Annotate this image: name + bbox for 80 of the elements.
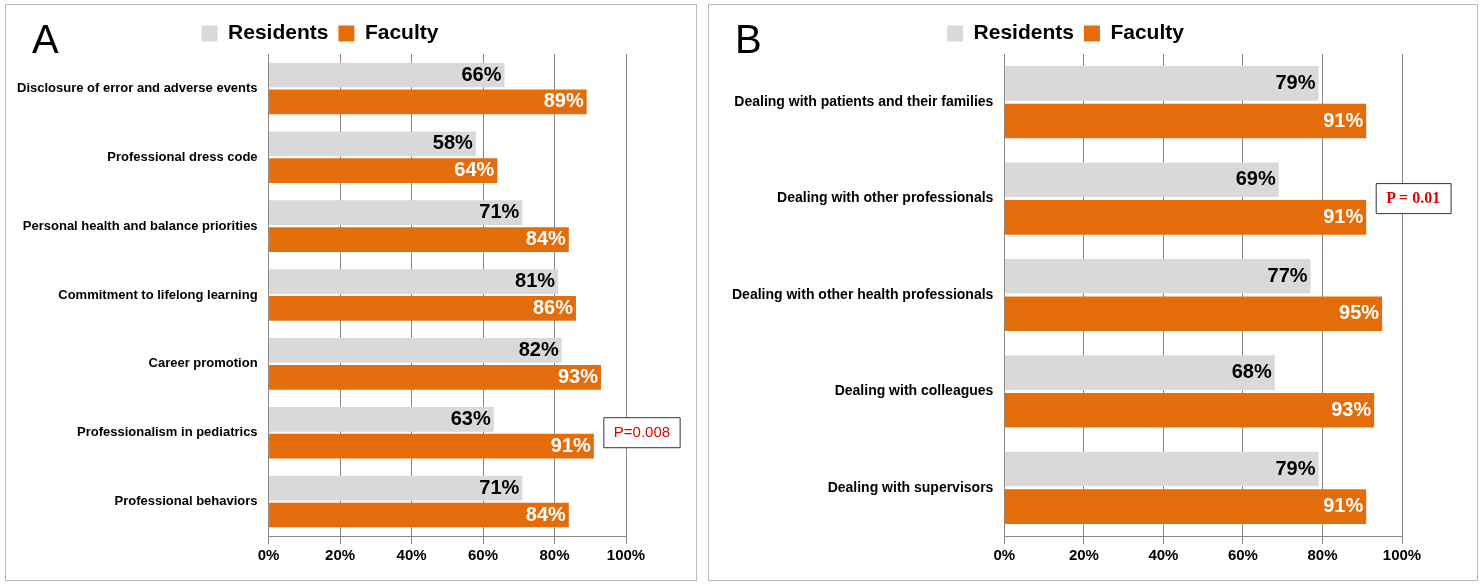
data-label: 82% [518, 337, 559, 360]
bar [1004, 296, 1383, 332]
x-tick-label: 80% [1307, 546, 1338, 564]
bar [1004, 258, 1311, 294]
y-tick-label: Personal health and balance priorities [22, 217, 258, 233]
bar [1004, 200, 1367, 235]
data-label: 95% [1339, 301, 1380, 324]
legend-label: Residents [228, 20, 329, 44]
chart-title: A [32, 17, 59, 62]
legend-label: Residents [973, 20, 1074, 44]
x-tick-label: 100% [1382, 546, 1422, 564]
y-tick-label: Career promotion [148, 355, 258, 371]
y-tick-label: Commitment to lifelong learning [58, 286, 258, 302]
data-label: 86% [532, 295, 574, 318]
y-tick-label: Dealing with patients and their families [734, 93, 994, 110]
bar [269, 433, 594, 459]
bar [1004, 451, 1319, 487]
x-tick-label: 20% [1068, 546, 1099, 564]
bar [269, 62, 505, 88]
bar [269, 89, 587, 115]
bar [269, 131, 476, 157]
data-label: 64% [454, 158, 495, 181]
data-label: 71% [479, 200, 520, 223]
bar [269, 269, 559, 294]
data-label: 68% [1231, 360, 1272, 383]
data-label: 89% [543, 89, 584, 112]
bar [1004, 392, 1375, 428]
bar [269, 296, 576, 321]
annotation: P=0.008 [613, 422, 671, 440]
legend-label: Faculty [364, 20, 439, 44]
y-tick-label: Dealing with other professionals [777, 189, 994, 206]
annotation: P = 0.01 [1386, 188, 1441, 206]
x-tick-label: 60% [468, 546, 499, 564]
x-tick-label: 40% [396, 546, 427, 564]
data-label: 93% [557, 364, 599, 387]
y-tick-label: Dealing with colleagues [834, 382, 994, 399]
data-label: 91% [550, 433, 592, 456]
y-tick-label: Disclosure of error and adverse events [16, 80, 258, 96]
data-label: 91% [1323, 494, 1364, 517]
data-label: 69% [1235, 167, 1276, 190]
data-label: 63% [450, 406, 491, 429]
data-label: 84% [525, 227, 567, 250]
bar [1004, 66, 1319, 101]
y-tick-label: Professionalism in pediatrics [76, 424, 258, 440]
chart-title: B [735, 17, 762, 62]
data-label: 66% [461, 62, 502, 85]
data-label: 71% [479, 475, 520, 498]
x-tick-label: 80% [539, 546, 570, 564]
data-label: 58% [432, 131, 474, 154]
data-label: 81% [515, 269, 556, 292]
bar [269, 200, 523, 226]
x-tick-label: 0% [993, 546, 1016, 564]
bar [1004, 489, 1367, 524]
data-label: 77% [1267, 263, 1308, 286]
y-tick-label: Dealing with other health professionals [732, 285, 994, 302]
bar [269, 227, 569, 252]
x-tick-label: 20% [325, 546, 356, 564]
legend-label: Faculty [1110, 20, 1185, 44]
bar [269, 475, 523, 501]
x-tick-label: 100% [606, 546, 646, 564]
data-label: 93% [1331, 397, 1372, 420]
y-tick-label: Professional behaviors [114, 493, 258, 509]
data-label: 79% [1275, 456, 1316, 479]
bar [1004, 355, 1275, 390]
bar [269, 364, 601, 390]
data-label: 91% [1323, 108, 1364, 131]
data-label: 84% [525, 502, 567, 525]
x-tick-label: 40% [1148, 546, 1179, 564]
data-label: 79% [1275, 70, 1316, 93]
bar [1004, 103, 1367, 139]
bar [269, 502, 569, 528]
data-label: 91% [1323, 204, 1364, 227]
y-tick-label: Professional dress code [107, 148, 258, 164]
x-tick-label: 60% [1227, 546, 1258, 564]
y-tick-label: Dealing with supervisors [827, 478, 994, 495]
x-tick-label: 0% [257, 546, 280, 564]
bar [1004, 162, 1279, 198]
bar [269, 158, 498, 184]
bar [269, 406, 494, 432]
bar [269, 338, 562, 363]
